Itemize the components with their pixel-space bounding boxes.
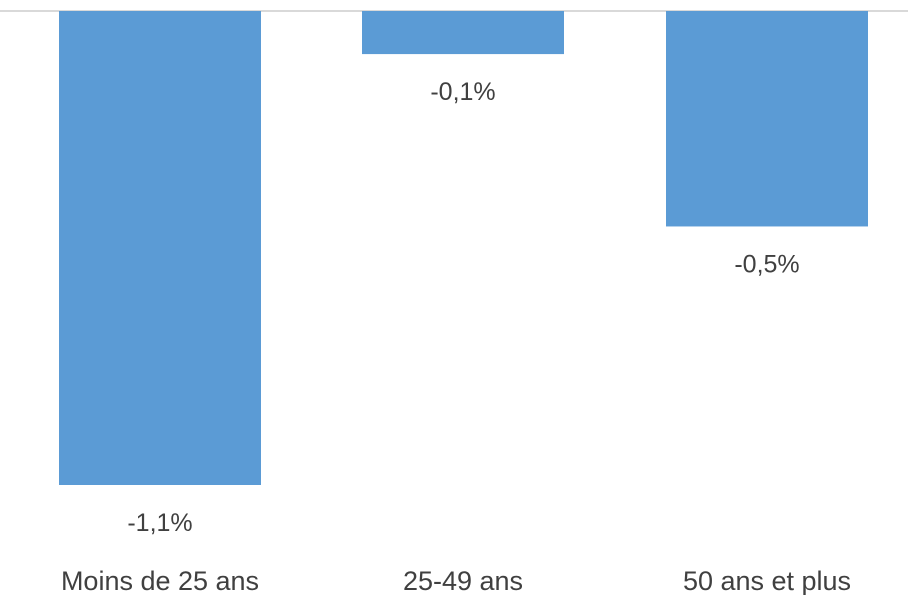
bar-3 (666, 11, 868, 227)
data-label-1: -1,1% (127, 509, 192, 537)
data-labels-group: -1,1% -0,1% -0,5% (127, 78, 799, 537)
category-label-3: 50 ans et plus (683, 566, 851, 595)
category-label-1: Moins de 25 ans (61, 566, 259, 595)
bar-2 (362, 11, 564, 55)
category-label-2: 25-49 ans (403, 566, 523, 595)
category-labels-group: Moins de 25 ans 25-49 ans 50 ans et plus (61, 566, 851, 595)
data-label-2: -0,1% (430, 78, 495, 106)
data-label-3: -0,5% (734, 250, 799, 278)
bar-1 (59, 11, 261, 485)
bars-group (59, 11, 868, 485)
